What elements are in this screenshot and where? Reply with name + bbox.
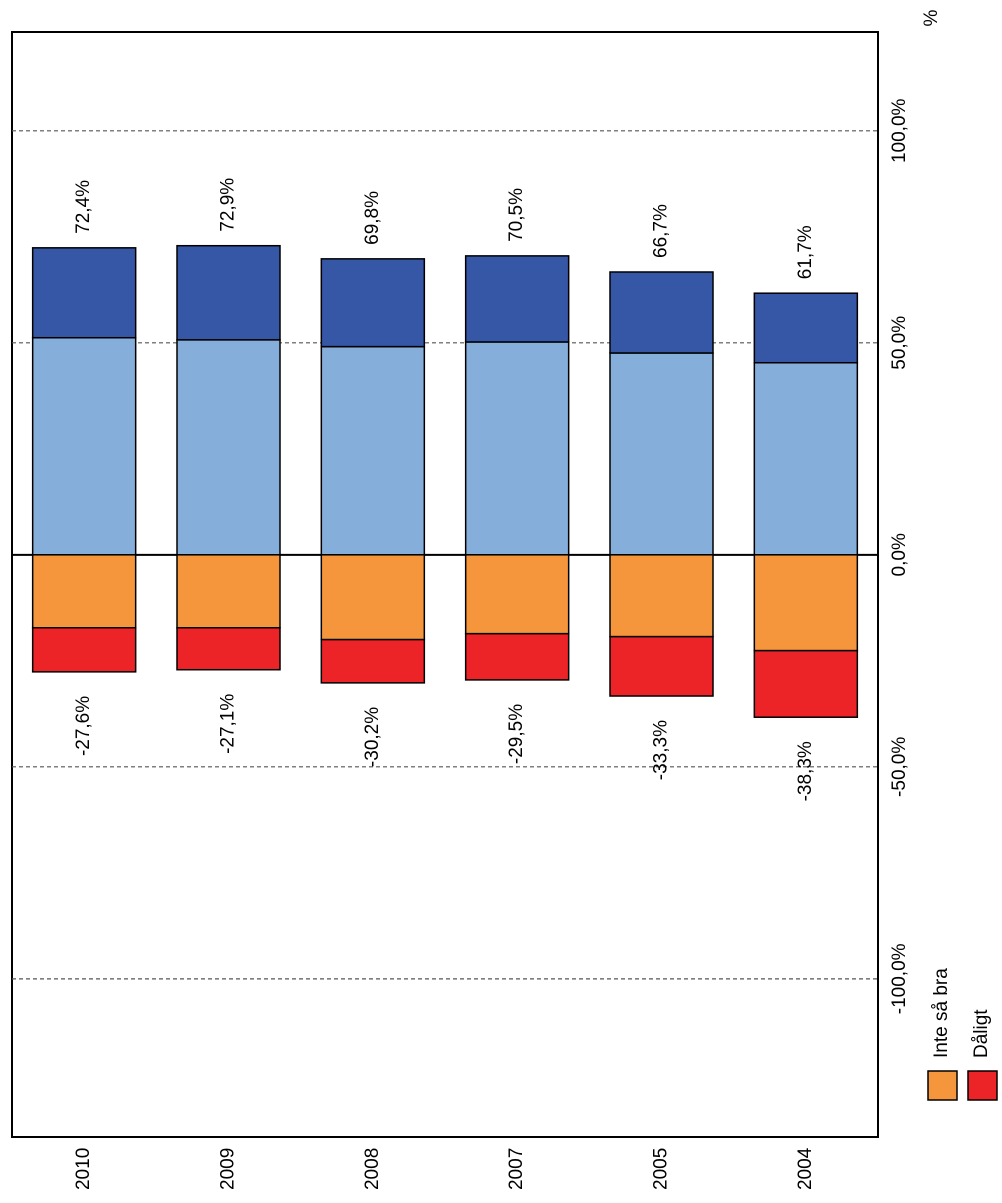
- value-label: -33,3%: [651, 720, 672, 780]
- x-tick-label: 2005: [651, 1148, 672, 1190]
- y-tick-label: -50,0%: [889, 737, 910, 797]
- y-tick-label: -100,0%: [889, 943, 910, 1014]
- bar-segment: [320, 638, 426, 684]
- bar-segment: [176, 339, 281, 556]
- legend-swatch: [967, 1070, 998, 1101]
- x-tick-label: 2010: [73, 1148, 94, 1190]
- legend-label: Inte så bra: [931, 968, 952, 1058]
- x-tick-label: 2008: [362, 1148, 383, 1190]
- value-label: 72,4%: [73, 180, 94, 234]
- bar-segment: [753, 649, 859, 718]
- bar-segment: [753, 361, 859, 556]
- bar-segment: [464, 554, 570, 635]
- x-tick-label: 2004: [795, 1147, 816, 1190]
- y-tick-label: 100,0%: [889, 98, 910, 163]
- bar-segment: [464, 255, 570, 343]
- bar-segment: [31, 247, 137, 339]
- bar-segment: [464, 632, 570, 681]
- value-label: 72,9%: [218, 178, 239, 232]
- bar-segment: [31, 627, 137, 673]
- bar-segment: [609, 635, 714, 697]
- value-label: -38,3%: [795, 741, 816, 801]
- bar-segment: [464, 341, 570, 556]
- axis-label: %: [921, 9, 942, 26]
- legend-swatch: [927, 1070, 958, 1101]
- value-label: 69,8%: [362, 191, 383, 245]
- y-tick-label: 0,0%: [889, 533, 910, 576]
- x-tick-label: 2007: [506, 1148, 527, 1190]
- x-tick-label: 2009: [218, 1148, 239, 1190]
- value-label: 66,7%: [651, 204, 672, 258]
- value-label: -30,2%: [362, 707, 383, 767]
- bar-segment: [320, 345, 426, 556]
- value-label: 70,5%: [506, 188, 527, 242]
- plot-frame: [11, 31, 879, 1138]
- bar-segment: [609, 271, 714, 354]
- bar-segment: [609, 352, 714, 556]
- legend-label: Dåligt: [971, 1009, 992, 1058]
- y-tick-label: 50,0%: [889, 316, 910, 370]
- bar-segment: [176, 244, 281, 341]
- value-label: -27,1%: [218, 694, 239, 754]
- bar-segment: [320, 554, 426, 641]
- bar-segment: [176, 554, 281, 629]
- bar-segment: [753, 292, 859, 364]
- bar-segment: [320, 258, 426, 348]
- bar-segment: [753, 554, 859, 652]
- bar-segment: [176, 627, 281, 671]
- bar-segment: [31, 336, 137, 556]
- value-label: -29,5%: [506, 704, 527, 764]
- value-label: 61,7%: [795, 225, 816, 279]
- bar-segment: [31, 554, 137, 629]
- bar-segment: [609, 554, 714, 638]
- value-label: -27,6%: [73, 696, 94, 756]
